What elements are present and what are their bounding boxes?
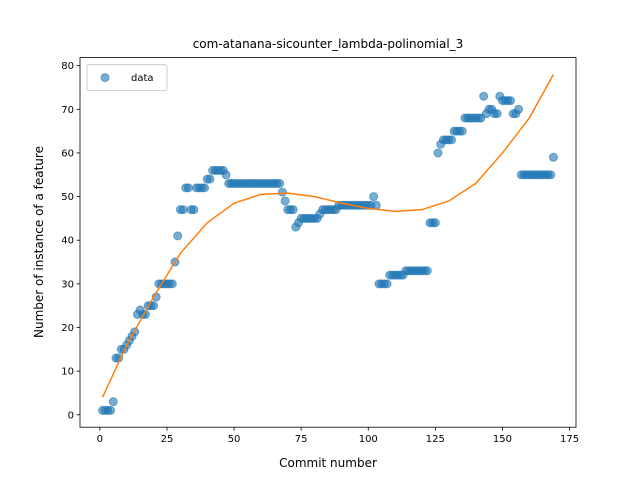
y-tick-label: 0: [68, 410, 74, 421]
data-point: [422, 266, 432, 276]
y-tick-label: 30: [61, 279, 74, 290]
y-tick-label: 20: [61, 323, 74, 334]
data-point: [369, 192, 379, 202]
data-point: [167, 279, 177, 289]
data-point: [221, 170, 231, 180]
data-point: [178, 205, 188, 215]
legend-label: data: [131, 73, 154, 84]
y-tick-label: 60: [61, 148, 74, 159]
data-point: [205, 174, 215, 184]
y-tick-label: 40: [61, 236, 74, 247]
data-point: [200, 183, 210, 193]
x-tick-label: 50: [228, 434, 241, 445]
x-tick-label: 25: [161, 434, 174, 445]
x-tick-label: 150: [493, 434, 512, 445]
data-point: [514, 104, 524, 114]
fit-line: [101, 74, 555, 398]
legend-box: [86, 64, 168, 92]
data-point: [371, 200, 381, 210]
legend: data: [86, 64, 168, 92]
data-point: [382, 279, 392, 289]
x-tick-label: 125: [426, 434, 445, 445]
data-point: [189, 205, 199, 215]
data-point: [446, 135, 456, 145]
chart-title: com-atanana-sicounter_lambda-polinomial_…: [193, 37, 464, 51]
y-tick-label: 10: [61, 367, 74, 378]
data-point: [288, 205, 298, 215]
data-point: [457, 126, 467, 136]
plot-area: [98, 74, 558, 415]
data-point: [149, 301, 159, 311]
data-point: [433, 148, 443, 158]
data-point: [277, 187, 287, 197]
data-point: [492, 109, 502, 119]
data-point: [106, 405, 116, 415]
data-point: [506, 96, 516, 106]
data-point: [430, 218, 440, 228]
x-tick-label: 75: [295, 434, 308, 445]
x-tick-label: 175: [560, 434, 579, 445]
axes-frame: [79, 57, 577, 428]
data-point: [548, 152, 558, 162]
y-tick-label: 80: [61, 61, 74, 72]
data-point: [275, 178, 285, 188]
legend-marker: [100, 73, 110, 83]
data-point: [108, 397, 118, 407]
data-point: [546, 170, 556, 180]
data-point: [479, 91, 489, 101]
y-axis-label: Number of instance of a feature: [32, 146, 46, 338]
data-point: [183, 183, 193, 193]
x-tick-label: 100: [359, 434, 378, 445]
y-tick-label: 70: [61, 105, 74, 116]
x-tick-label: 0: [97, 434, 103, 445]
data-point: [173, 231, 183, 241]
data-point: [280, 196, 290, 206]
x-axis-label: Commit number: [279, 456, 377, 470]
y-tick-label: 50: [61, 192, 74, 203]
